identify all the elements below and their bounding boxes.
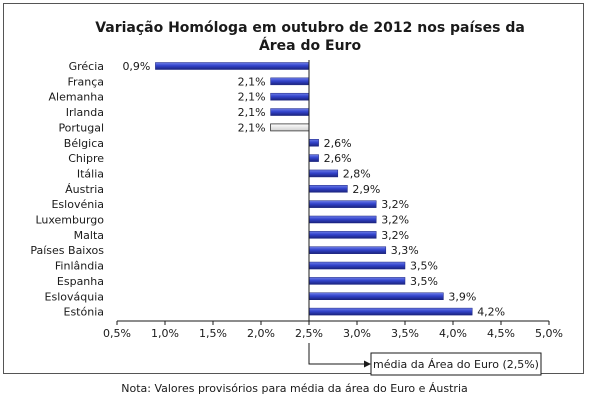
bar-belgica — [308, 139, 319, 147]
value-label-finlandia: 3,5% — [410, 260, 438, 273]
value-label-grecia: 0,9% — [122, 60, 150, 73]
category-label-luxemburgo: Luxemburgo — [35, 214, 104, 227]
value-label-eslovenia: 3,2% — [381, 198, 409, 211]
category-label-malta: Malta — [74, 229, 104, 242]
x-tick-label: 4,5% — [487, 327, 515, 340]
bar-espanha — [308, 277, 406, 285]
bar-grecia — [155, 62, 310, 70]
x-tick-label: 1,5% — [199, 327, 227, 340]
bar-finlandia — [308, 261, 406, 270]
x-tick-label: 3,0% — [343, 327, 371, 340]
bar-estonia — [308, 307, 473, 316]
value-label-austria: 2,9% — [352, 183, 380, 196]
bar-portugal — [270, 123, 310, 132]
chart-title-line-2: Área do Euro — [259, 37, 362, 54]
annotation-box — [370, 352, 542, 376]
category-label-portugal: Portugal — [58, 121, 104, 134]
value-label-eslovaquia: 3,9% — [448, 290, 476, 303]
x-tick-label: 1,0% — [151, 327, 179, 340]
category-label-belgica: Bélgica — [64, 137, 104, 150]
category-label-irlanda: Irlanda — [66, 106, 104, 119]
footnote: Nota: Valores provisórios para média da … — [121, 382, 468, 395]
category-label-estonia: Estónia — [64, 306, 105, 319]
value-label-chipre: 2,6% — [324, 152, 352, 165]
category-label-finlandia: Finlândia — [55, 260, 104, 273]
bar-luxemburgo — [308, 215, 377, 224]
value-label-estonia: 4,2% — [477, 306, 505, 319]
annotation-text: média da Área do Euro (2,5%) — [373, 358, 539, 371]
category-label-eslovenia: Eslovénia — [51, 198, 104, 211]
bar-austria — [308, 185, 348, 193]
bar-eslovenia — [308, 200, 377, 208]
annotation-arrowhead — [364, 360, 371, 368]
bar-paises-baixos — [308, 246, 387, 254]
category-label-eslovaquia: Eslováquia — [45, 290, 104, 303]
annotation-arrow — [308, 343, 365, 365]
x-tick-label: 4,0% — [439, 327, 467, 340]
value-label-paises-baixos: 3,3% — [391, 244, 419, 257]
value-label-espanha: 3,5% — [410, 275, 438, 288]
value-label-portugal: 2,1% — [238, 121, 266, 134]
bar-irlanda — [270, 108, 310, 116]
value-label-alemanha: 2,1% — [238, 91, 266, 104]
value-label-luxemburgo: 3,2% — [381, 214, 409, 227]
category-label-alemanha: Alemanha — [49, 91, 105, 104]
value-label-belgica: 2,6% — [324, 137, 352, 150]
bar-franca — [270, 77, 310, 86]
x-tick-label: 0,5% — [103, 327, 131, 340]
category-label-italia: Itália — [77, 167, 104, 180]
category-label-chipre: Chipre — [68, 152, 104, 165]
value-label-franca: 2,1% — [238, 75, 266, 88]
bar-eslovaquia — [308, 292, 444, 300]
category-label-paises-baixos: Países Baixos — [30, 244, 104, 257]
chart-title-line-1: Variação Homóloga em outubro de 2012 nos… — [95, 20, 525, 36]
bar-alemanha — [270, 92, 310, 101]
average-annotation: média da Área do Euro (2,5%) — [308, 343, 542, 376]
value-label-malta: 3,2% — [381, 229, 409, 242]
x-tick-label: 2,5% — [295, 327, 323, 340]
x-tick-label: 3,5% — [391, 327, 419, 340]
value-label-irlanda: 2,1% — [238, 106, 266, 119]
bar-malta — [308, 231, 377, 239]
category-label-grecia: Grécia — [69, 60, 104, 73]
bar-italia — [308, 169, 339, 178]
value-label-italia: 2,8% — [343, 167, 371, 180]
x-tick-label: 2,0% — [247, 327, 275, 340]
category-label-austria: Áustria — [65, 183, 104, 196]
category-label-espanha: Espanha — [57, 275, 104, 288]
category-label-franca: França — [67, 75, 104, 88]
x-tick-label: 5,0% — [535, 327, 563, 340]
bar-chipre — [308, 154, 319, 162]
